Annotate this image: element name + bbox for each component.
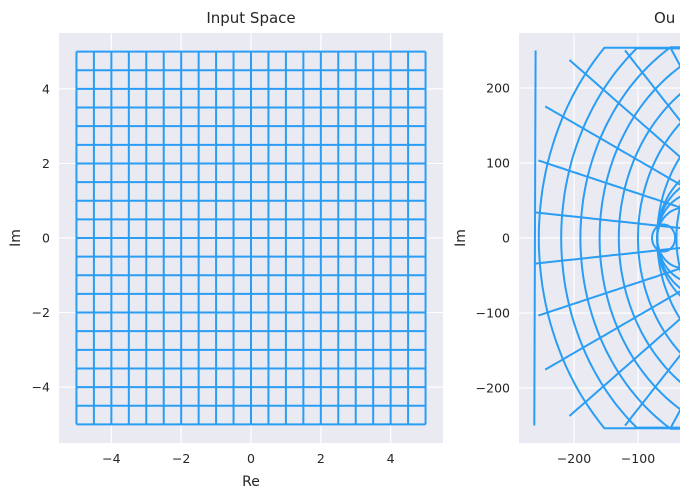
mapped-radial-curve bbox=[624, 354, 680, 427]
mapped-inner-curve bbox=[656, 179, 680, 297]
mapped-inner-curve bbox=[651, 223, 677, 253]
mapped-radial-curve bbox=[538, 267, 680, 317]
input-space-axes: −4 −2 0 2 4 −4 −2 0 2 4 Input Space Re Im bbox=[8, 9, 443, 490]
input-space-title: Input Space bbox=[206, 9, 295, 27]
mapped-radial-curve bbox=[535, 246, 680, 265]
y-tick-label: 0 bbox=[502, 231, 510, 246]
y-tick-label: 0 bbox=[42, 231, 50, 246]
mapped-radial-curve bbox=[535, 211, 680, 230]
output-space-curves bbox=[533, 46, 680, 430]
output-space-axes: −200 −100 −200 −100 0 100 200 Ou Im bbox=[453, 9, 680, 466]
input-space-curves bbox=[75, 50, 427, 426]
x-tick-label: −4 bbox=[102, 451, 120, 466]
x-tick-label: 4 bbox=[387, 451, 395, 466]
y-tick-label: 200 bbox=[486, 81, 510, 96]
x-tick-label: −2 bbox=[172, 451, 190, 466]
mapped-radial-curve bbox=[544, 290, 680, 371]
y-tick-label: −4 bbox=[32, 380, 50, 395]
output-space-x-ticks: −200 −100 bbox=[557, 451, 655, 466]
y-tick-label: 2 bbox=[42, 156, 50, 171]
x-tick-label: −200 bbox=[557, 451, 591, 466]
mapped-radial-curve bbox=[568, 59, 680, 159]
input-space-x-label: Re bbox=[242, 474, 260, 490]
y-tick-label: −100 bbox=[476, 306, 510, 321]
input-space-y-label: Im bbox=[8, 229, 24, 247]
output-space-title: Ou bbox=[654, 9, 675, 27]
mapped-left-edge-curve bbox=[533, 50, 537, 426]
input-space-x-ticks: −4 −2 0 2 4 bbox=[102, 451, 395, 466]
x-tick-label: −100 bbox=[621, 451, 655, 466]
output-space-y-label: Im bbox=[453, 229, 469, 247]
mapped-radial-curve bbox=[568, 317, 680, 417]
y-tick-label: −2 bbox=[32, 305, 50, 320]
x-tick-label: 2 bbox=[317, 451, 325, 466]
mapped-radial-curve bbox=[544, 105, 680, 186]
y-tick-label: 100 bbox=[486, 156, 510, 171]
output-space-y-ticks: −200 −100 0 100 200 bbox=[476, 81, 510, 396]
x-tick-label: 0 bbox=[247, 451, 255, 466]
y-tick-label: 4 bbox=[42, 81, 50, 96]
mapped-arc-curve bbox=[579, 46, 680, 430]
mapped-radial-curve bbox=[538, 159, 680, 209]
mapped-radial-curve bbox=[624, 49, 680, 122]
mapped-arc-curve bbox=[537, 46, 680, 430]
input-space-y-ticks: −4 −2 0 2 4 bbox=[32, 81, 50, 394]
y-tick-label: −200 bbox=[476, 381, 510, 396]
mapped-arc-curve bbox=[560, 47, 680, 429]
